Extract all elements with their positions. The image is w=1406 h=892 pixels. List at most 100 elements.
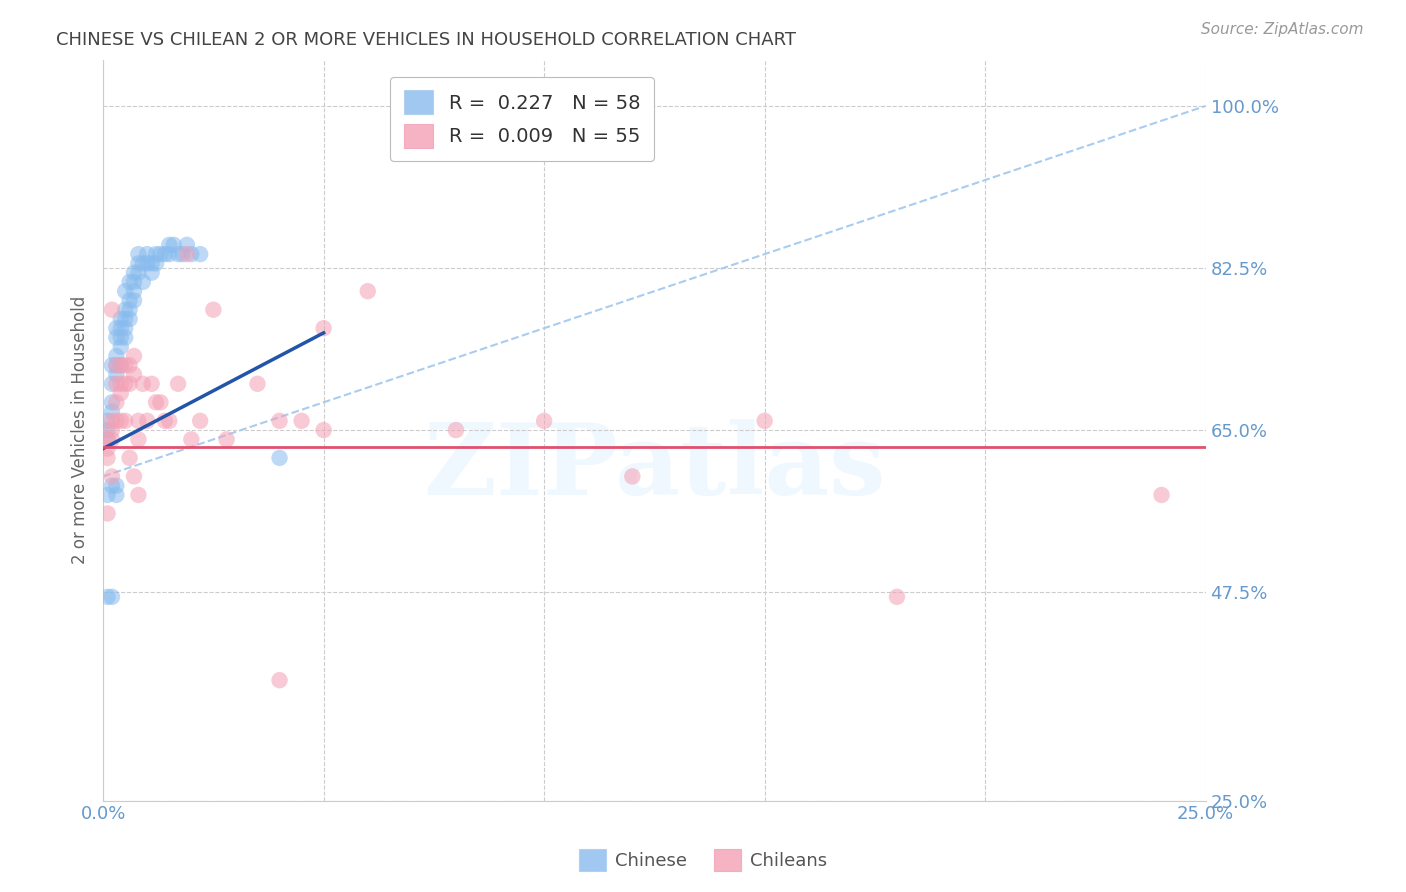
Point bbox=[118, 312, 141, 326]
Point bbox=[101, 395, 124, 409]
Point bbox=[118, 275, 141, 289]
Point bbox=[114, 414, 136, 428]
Point bbox=[96, 507, 118, 521]
Point bbox=[101, 478, 124, 492]
Point bbox=[172, 247, 194, 261]
Point bbox=[105, 321, 128, 335]
Point bbox=[118, 376, 141, 391]
Point bbox=[96, 423, 118, 437]
Point bbox=[533, 414, 555, 428]
Point bbox=[118, 450, 141, 465]
Point bbox=[96, 488, 118, 502]
Point bbox=[141, 266, 163, 280]
Point bbox=[114, 302, 136, 317]
Point bbox=[136, 414, 159, 428]
Point bbox=[96, 590, 118, 604]
Point bbox=[127, 256, 149, 270]
Point bbox=[149, 395, 172, 409]
Point bbox=[157, 238, 180, 252]
Point bbox=[96, 442, 118, 456]
Point bbox=[215, 433, 238, 447]
Point bbox=[132, 376, 155, 391]
Point bbox=[105, 358, 128, 372]
Point bbox=[114, 284, 136, 298]
Point bbox=[621, 469, 644, 483]
Point bbox=[357, 284, 380, 298]
Point bbox=[180, 433, 202, 447]
Point bbox=[105, 358, 128, 372]
Legend: Chinese, Chileans: Chinese, Chileans bbox=[572, 842, 834, 879]
Point bbox=[312, 423, 335, 437]
Point bbox=[101, 358, 124, 372]
Point bbox=[176, 238, 198, 252]
Point bbox=[122, 469, 145, 483]
Point bbox=[167, 376, 190, 391]
Point bbox=[290, 414, 312, 428]
Point bbox=[157, 247, 180, 261]
Point bbox=[132, 275, 155, 289]
Point bbox=[127, 247, 149, 261]
Point bbox=[114, 376, 136, 391]
Point bbox=[444, 423, 467, 437]
Point bbox=[105, 478, 128, 492]
Point bbox=[122, 368, 145, 382]
Point bbox=[141, 376, 163, 391]
Point bbox=[105, 395, 128, 409]
Text: CHINESE VS CHILEAN 2 OR MORE VEHICLES IN HOUSEHOLD CORRELATION CHART: CHINESE VS CHILEAN 2 OR MORE VEHICLES IN… bbox=[56, 31, 796, 49]
Point bbox=[127, 433, 149, 447]
Point bbox=[153, 247, 176, 261]
Point bbox=[754, 414, 776, 428]
Text: Source: ZipAtlas.com: Source: ZipAtlas.com bbox=[1201, 22, 1364, 37]
Point bbox=[149, 247, 172, 261]
Point bbox=[114, 321, 136, 335]
Point bbox=[110, 340, 132, 354]
Point bbox=[163, 238, 186, 252]
Point bbox=[312, 321, 335, 335]
Point bbox=[96, 450, 118, 465]
Point bbox=[122, 266, 145, 280]
Point bbox=[1150, 488, 1173, 502]
Point bbox=[110, 358, 132, 372]
Point bbox=[122, 293, 145, 308]
Point bbox=[105, 488, 128, 502]
Point bbox=[122, 349, 145, 363]
Point bbox=[202, 302, 225, 317]
Point bbox=[96, 433, 118, 447]
Y-axis label: 2 or more Vehicles in Household: 2 or more Vehicles in Household bbox=[72, 296, 89, 565]
Point bbox=[188, 414, 211, 428]
Point bbox=[114, 330, 136, 344]
Point bbox=[101, 376, 124, 391]
Point bbox=[101, 423, 124, 437]
Point bbox=[122, 275, 145, 289]
Text: ZIPatlas: ZIPatlas bbox=[423, 418, 886, 516]
Point bbox=[153, 414, 176, 428]
Point bbox=[176, 247, 198, 261]
Point bbox=[101, 590, 124, 604]
Point bbox=[110, 321, 132, 335]
Point bbox=[127, 266, 149, 280]
Point bbox=[105, 330, 128, 344]
Point bbox=[136, 256, 159, 270]
Point bbox=[105, 368, 128, 382]
Point bbox=[105, 376, 128, 391]
Point bbox=[101, 414, 124, 428]
Point bbox=[145, 256, 167, 270]
Point bbox=[157, 414, 180, 428]
Point bbox=[132, 256, 155, 270]
Point bbox=[114, 358, 136, 372]
Point bbox=[269, 450, 291, 465]
Point bbox=[96, 433, 118, 447]
Point bbox=[96, 414, 118, 428]
Point bbox=[180, 247, 202, 261]
Point bbox=[105, 349, 128, 363]
Point bbox=[269, 414, 291, 428]
Point bbox=[118, 293, 141, 308]
Point bbox=[118, 302, 141, 317]
Point bbox=[110, 358, 132, 372]
Point bbox=[136, 247, 159, 261]
Point bbox=[127, 488, 149, 502]
Point bbox=[127, 414, 149, 428]
Point bbox=[110, 330, 132, 344]
Point bbox=[101, 469, 124, 483]
Point bbox=[246, 376, 269, 391]
